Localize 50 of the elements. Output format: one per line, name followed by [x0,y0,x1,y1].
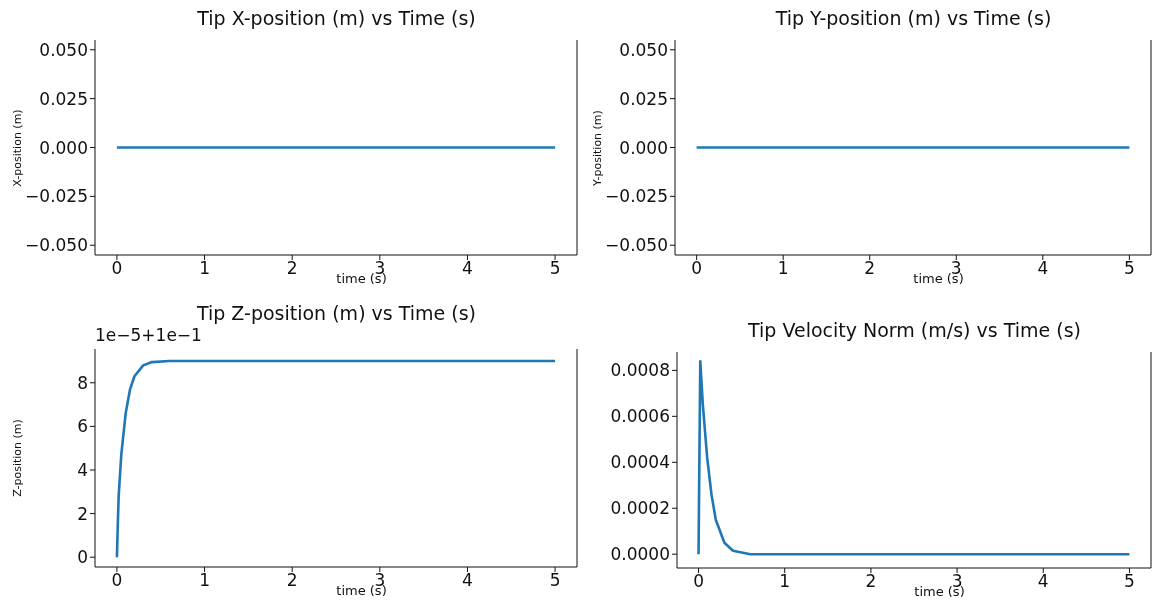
line-series [697,359,1131,556]
y-tick-label: 0.0008 [610,360,670,381]
x-tick-label: 5 [1123,258,1135,279]
x-tick-label: 0 [693,571,704,592]
y-tick-label: −0.050 [605,235,668,256]
y-tick-label: −0.025 [605,186,668,207]
x-tick-label: 0 [691,258,703,279]
x-tick-label: 4 [1037,571,1049,592]
x-tick-label: 0 [111,570,123,591]
chart-title: Tip X-position (m) vs Time (s) [196,7,477,29]
x-tick-label: 4 [462,570,473,591]
x-tick-label: 4 [1037,258,1049,279]
y-tick-label: −0.025 [25,186,88,207]
y-tick-label: 0.025 [39,88,88,109]
y-tick-label: −0.050 [25,235,88,256]
x-tick-label: 0 [111,258,123,279]
y-tick-label: 8 [77,372,88,393]
y-tick-label: 0.0006 [610,406,670,427]
y-tick-label: 0 [77,547,88,568]
y-tick-label: 6 [77,416,88,437]
y-tick-label: 0.025 [619,88,668,109]
x-tick-label: 5 [549,570,561,591]
y-axis-title: X-position (m) [10,108,24,187]
x-tick-label: 2 [286,258,298,279]
x-tick-label: 2 [286,570,298,591]
y-axis-title: Y-position (m) [590,109,604,186]
chart-title: Tip Z-position (m) vs Time (s) [195,302,478,324]
y-tick-label: 4 [77,460,88,481]
y-tick-label: 0.050 [39,39,88,60]
y-tick-label: 0.050 [619,39,668,60]
y-tick-label: 0.0002 [610,498,670,519]
x-tick-label: 1 [777,258,789,279]
chart-title: Tip Y-position (m) vs Time (s) [774,7,1053,29]
chart-title: Tip Velocity Norm (m/s) vs Time (s) [747,319,1082,341]
x-tick-label: 4 [462,258,473,279]
x-tick-label: 1 [199,258,210,279]
x-tick-label: 1 [199,570,210,591]
line-series [115,359,557,559]
x-tick-label: 2 [864,258,876,279]
text: 1e−5+1e−1 [95,325,202,345]
y-tick-label: 0.0004 [610,452,670,473]
x-tick-label: 1 [779,571,791,592]
y-tick-label: 0.000 [39,137,88,158]
y-tick-label: 0.000 [619,137,668,158]
y-tick-label: 0.0000 [610,544,670,565]
x-tick-label: 2 [865,571,877,592]
x-tick-label: 5 [1124,571,1135,592]
y-axis-title: Z-position (m) [10,419,24,497]
x-tick-label: 5 [549,258,561,279]
y-tick-label: 2 [77,503,88,524]
